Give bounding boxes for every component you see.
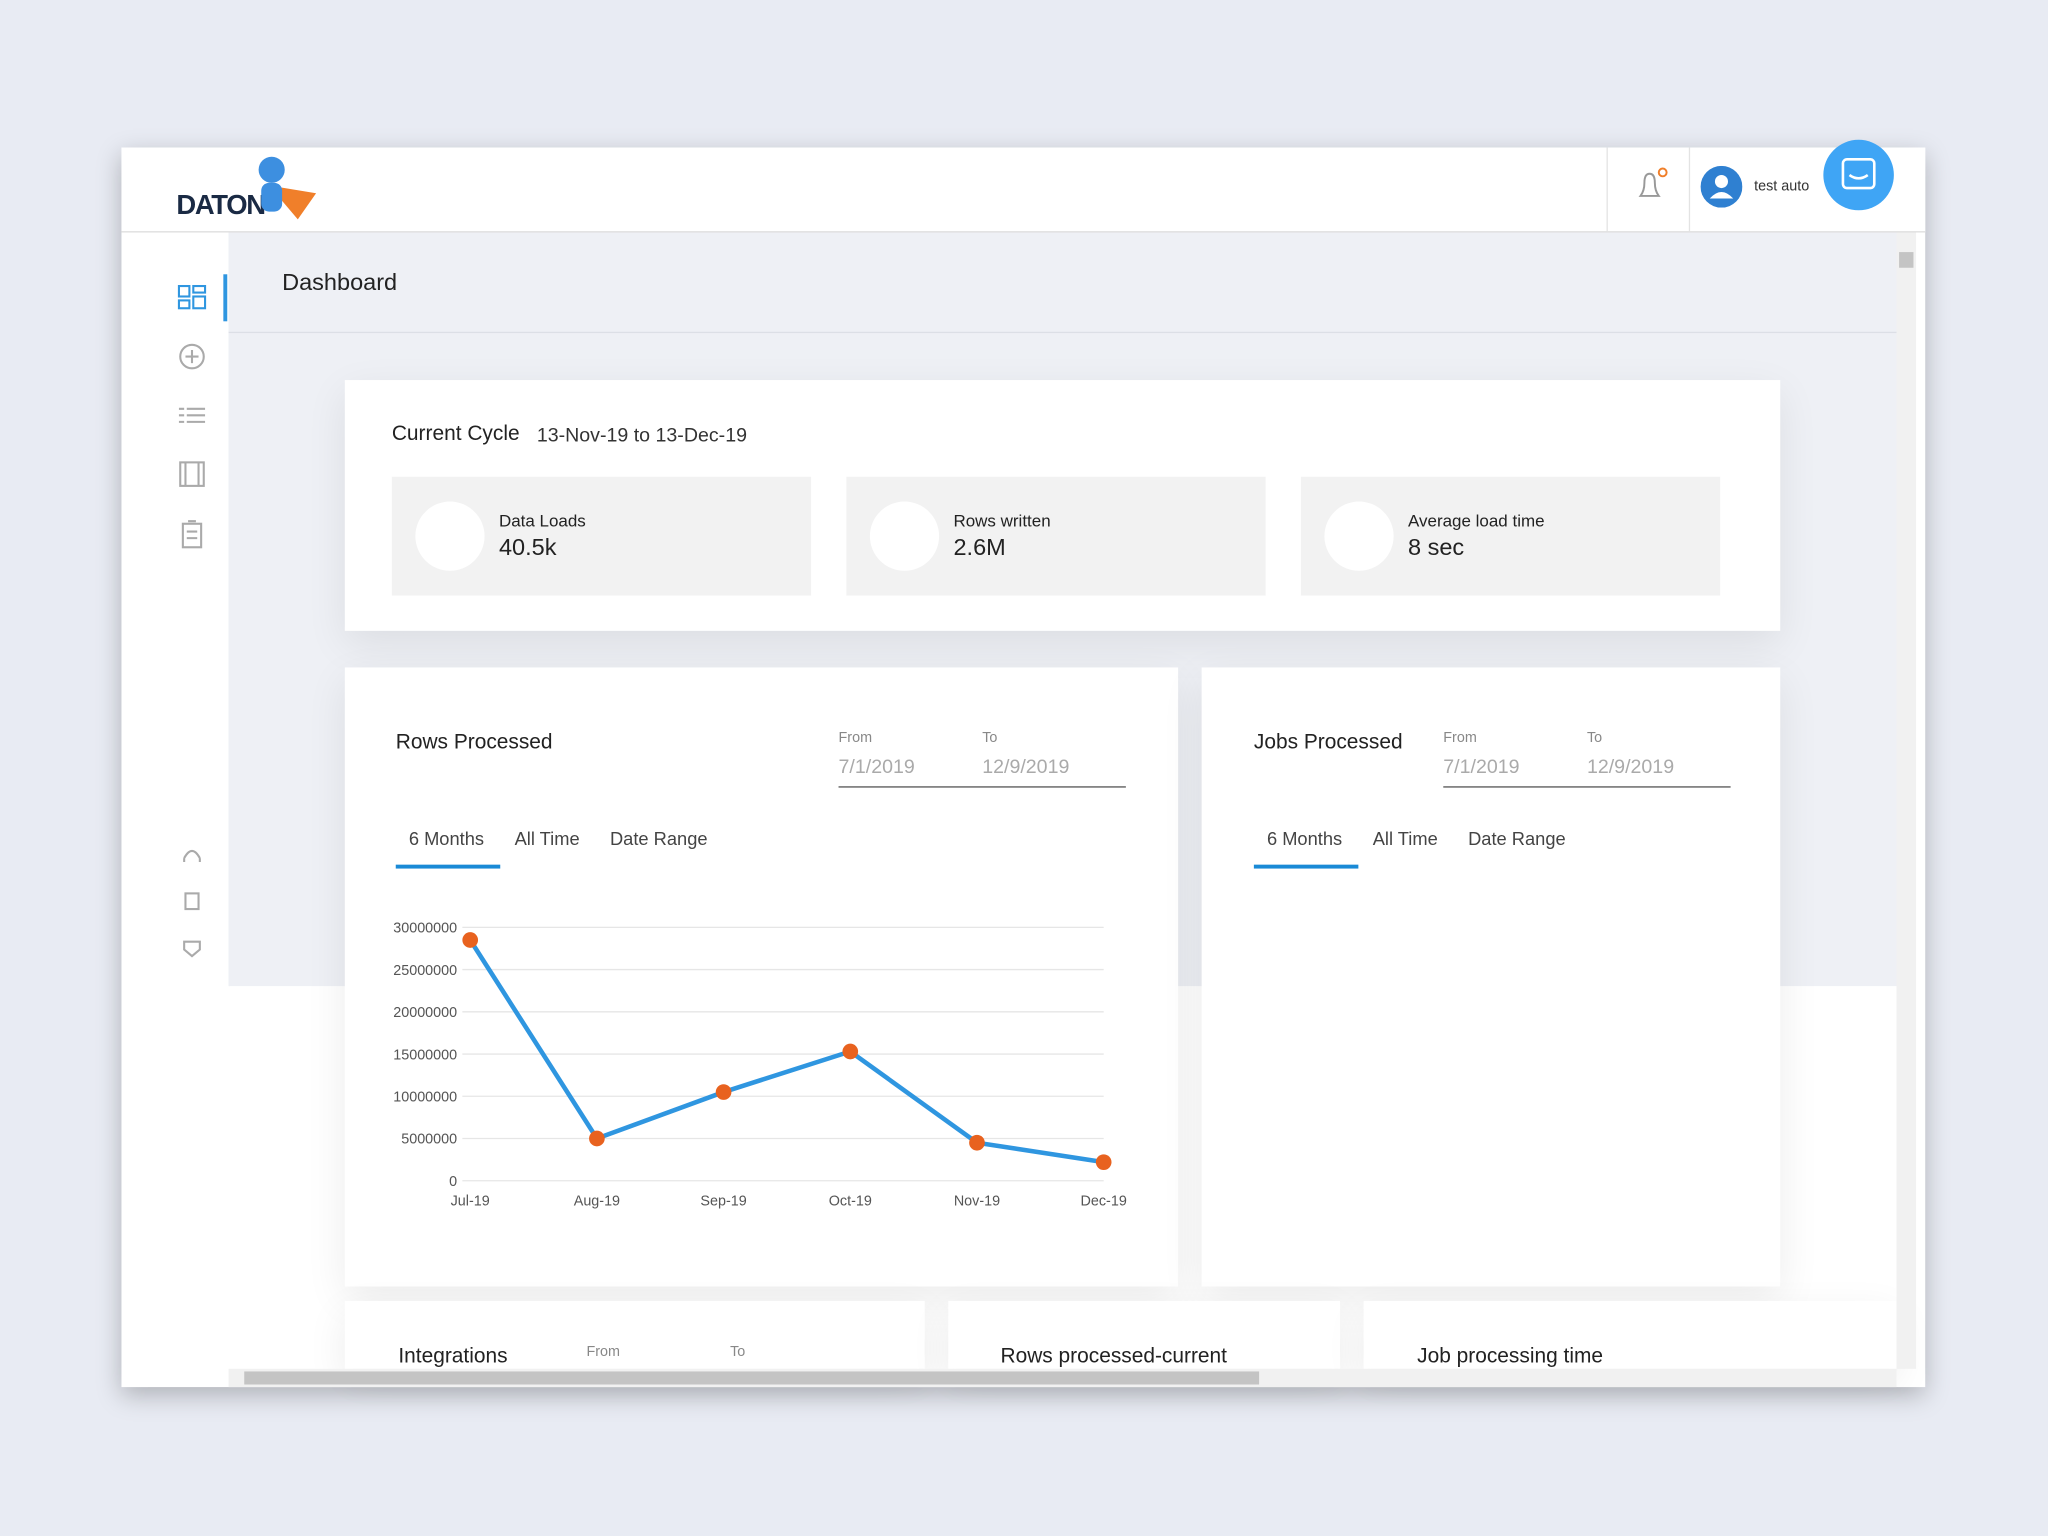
stat-label: Data Loads bbox=[498, 510, 586, 531]
tab-underline bbox=[1253, 864, 1359, 869]
v-scrollbar[interactable] bbox=[1896, 232, 1917, 1369]
tab[interactable]: Date Range bbox=[1468, 828, 1566, 849]
x-tick-label: Aug-19 bbox=[574, 1194, 620, 1210]
line bbox=[468, 938, 1105, 1165]
logo[interactable]: DATON bbox=[176, 190, 266, 221]
jobs-processed-card bbox=[1201, 667, 1781, 1287]
user-name[interactable]: test auto bbox=[1754, 178, 1810, 195]
to-label: To bbox=[982, 730, 998, 746]
from-label: From bbox=[1443, 730, 1477, 746]
stat-value: 40.5k bbox=[498, 534, 557, 561]
date-underline bbox=[1443, 786, 1731, 788]
bottom-card bbox=[344, 1300, 925, 1369]
from-date[interactable]: 7/1/2019 bbox=[838, 756, 915, 779]
panel-title: Jobs Processed bbox=[1253, 731, 1403, 754]
x-tick-label: Oct-19 bbox=[829, 1194, 872, 1210]
bottom-card bbox=[1363, 1300, 1897, 1369]
y-tick-label: 25000000 bbox=[393, 963, 457, 979]
cycle-label: Current Cycle bbox=[391, 423, 520, 446]
tab[interactable]: All Time bbox=[1372, 828, 1438, 849]
from-label: From bbox=[586, 1343, 620, 1360]
tab[interactable]: Date Range bbox=[609, 828, 708, 849]
tab-underline bbox=[395, 864, 501, 869]
marker bbox=[715, 1084, 732, 1100]
rows-processed-card bbox=[344, 667, 1179, 1287]
divider bbox=[1688, 147, 1691, 232]
y-tick-label: 20000000 bbox=[393, 1005, 457, 1021]
stat-icon bbox=[1324, 501, 1394, 571]
h-scroll-thumb[interactable] bbox=[244, 1371, 1260, 1385]
page-title: Dashboard bbox=[282, 269, 398, 296]
x-tick-label: Nov-19 bbox=[954, 1194, 1000, 1210]
stat-value: 2.6M bbox=[953, 534, 1006, 561]
to-label: To bbox=[1586, 730, 1603, 746]
marker bbox=[842, 1043, 859, 1060]
stat-value: 8 sec bbox=[1407, 534, 1465, 561]
card-title: Job processing time bbox=[1417, 1345, 1603, 1368]
separator bbox=[228, 331, 1897, 334]
to-date[interactable]: 12/9/2019 bbox=[1586, 756, 1675, 779]
to-label: To bbox=[730, 1343, 746, 1360]
y-tick-label: 5000000 bbox=[401, 1132, 457, 1148]
date-underline bbox=[838, 786, 1126, 788]
x-tick-label: Dec-19 bbox=[1081, 1194, 1127, 1210]
stat-box: Data Loads 40.5k bbox=[391, 476, 812, 596]
marker bbox=[589, 1130, 605, 1147]
marker bbox=[1095, 1154, 1112, 1170]
marker bbox=[462, 932, 479, 948]
stat-box: Rows written 2.6M bbox=[846, 476, 1266, 596]
marker bbox=[969, 1134, 985, 1151]
tab[interactable]: 6 Months bbox=[408, 828, 485, 849]
panel-title: Rows Processed bbox=[395, 731, 553, 754]
card-title: Rows processed-current bbox=[1000, 1345, 1227, 1368]
sidebar-icons[interactable] bbox=[170, 274, 214, 966]
header bbox=[121, 147, 1926, 233]
divider bbox=[1606, 147, 1608, 232]
user-avatar[interactable] bbox=[1700, 165, 1743, 208]
stat-label: Average load time bbox=[1407, 510, 1545, 531]
from-date[interactable]: 7/1/2019 bbox=[1443, 756, 1520, 779]
y-tick-label: 10000000 bbox=[393, 1089, 457, 1105]
x-tick-label: Sep-19 bbox=[700, 1194, 746, 1210]
stat-icon bbox=[869, 501, 940, 571]
notification-bell[interactable] bbox=[1633, 165, 1672, 204]
logo-mascot bbox=[258, 156, 317, 220]
bottom-card bbox=[948, 1300, 1341, 1369]
card-title: Integrations bbox=[398, 1345, 508, 1368]
stat-label: Rows written bbox=[953, 510, 1051, 531]
rows-chart: 0 5000000 10000000 15000000 20000000 25000000… bbox=[393, 921, 1127, 1210]
y-tick-label: 15000000 bbox=[393, 1047, 457, 1063]
active-indicator bbox=[223, 274, 228, 322]
y-tick-label: 30000000 bbox=[393, 921, 457, 937]
tab[interactable]: All Time bbox=[514, 828, 580, 849]
x-tick-label: Jul-19 bbox=[451, 1194, 490, 1210]
chat-button[interactable] bbox=[1822, 138, 1895, 211]
from-label: From bbox=[838, 730, 873, 746]
tab[interactable]: 6 Months bbox=[1266, 828, 1343, 849]
cycle-range: 13-Nov-19 to 13-Dec-19 bbox=[536, 424, 747, 447]
v-scroll-thumb[interactable] bbox=[1899, 252, 1914, 268]
y-tick-label: 0 bbox=[449, 1174, 457, 1190]
stat-box: Average load time 8 sec bbox=[1300, 476, 1721, 596]
to-date[interactable]: 12/9/2019 bbox=[982, 756, 1070, 779]
stat-icon bbox=[415, 501, 485, 571]
